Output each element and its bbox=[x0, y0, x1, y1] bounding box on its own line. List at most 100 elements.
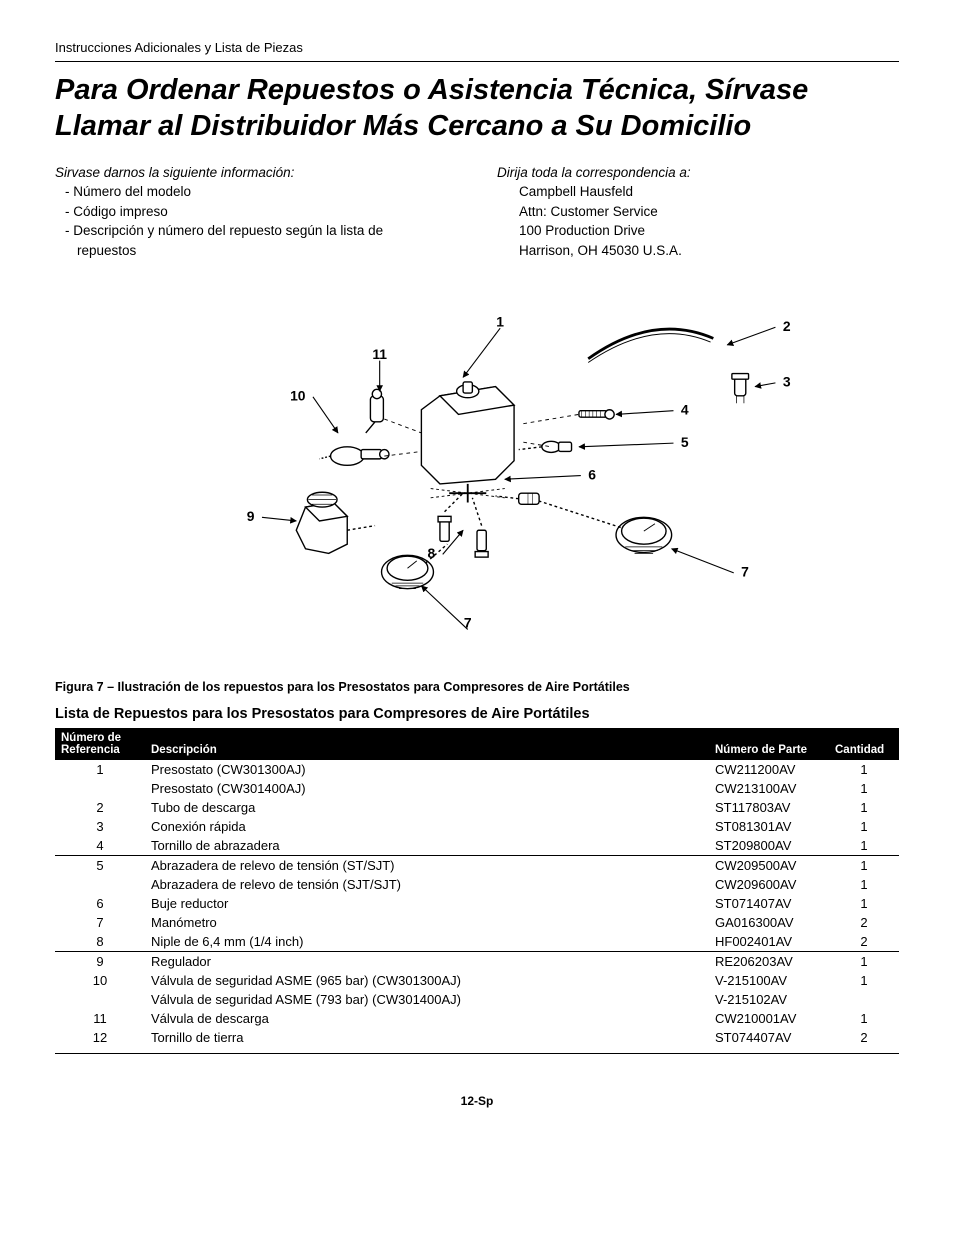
cell-qty: 1 bbox=[829, 798, 899, 817]
svg-text:2: 2 bbox=[783, 318, 791, 334]
left-item: Código impreso bbox=[77, 202, 457, 222]
parts-table-body: 1Presostato (CW301300AJ)CW211200AV1Preso… bbox=[55, 760, 899, 1047]
svg-text:7: 7 bbox=[464, 615, 472, 631]
cell-desc: Conexión rápida bbox=[145, 817, 709, 836]
table-row: 7ManómetroGA016300AV2 bbox=[55, 913, 899, 932]
header-section: Instrucciones Adicionales y Lista de Pie… bbox=[55, 40, 899, 55]
table-row: 6Buje reductorST071407AV1 bbox=[55, 894, 899, 913]
cell-desc: Abrazadera de relevo de tensión (SJT/SJT… bbox=[145, 875, 709, 894]
info-col-left: Sirvase darnos la siguiente información:… bbox=[55, 163, 457, 261]
table-row: Presostato (CW301400AJ)CW213100AV1 bbox=[55, 779, 899, 798]
cell-qty: 1 bbox=[829, 894, 899, 913]
cell-ref: 6 bbox=[55, 894, 145, 913]
table-bottom-rule bbox=[55, 1053, 899, 1054]
cell-ref: 5 bbox=[55, 856, 145, 876]
table-row: 12Tornillo de tierraST074407AV2 bbox=[55, 1028, 899, 1047]
cell-desc: Regulador bbox=[145, 952, 709, 972]
table-row: 4Tornillo de abrazaderaST209800AV1 bbox=[55, 836, 899, 856]
addr-line: Attn: Customer Service bbox=[519, 202, 899, 222]
cell-ref bbox=[55, 875, 145, 894]
svg-text:3: 3 bbox=[783, 374, 791, 390]
svg-text:5: 5 bbox=[681, 434, 689, 450]
cell-part: RE206203AV bbox=[709, 952, 829, 972]
parts-table: Número de Referencia Descripción Número … bbox=[55, 728, 899, 1047]
addr-line: Harrison, OH 45030 U.S.A. bbox=[519, 241, 899, 261]
cell-qty: 1 bbox=[829, 971, 899, 990]
cell-desc: Presostato (CW301400AJ) bbox=[145, 779, 709, 798]
cell-ref: 4 bbox=[55, 836, 145, 856]
cell-desc: Abrazadera de relevo de tensión (ST/SJT) bbox=[145, 856, 709, 876]
left-item: Descripción y número del repuesto según … bbox=[77, 221, 457, 260]
parts-table-head: Número de Referencia Descripción Número … bbox=[55, 728, 899, 760]
address-block: Campbell Hausfeld Attn: Customer Service… bbox=[497, 182, 899, 260]
cell-qty: 1 bbox=[829, 817, 899, 836]
cell-qty: 2 bbox=[829, 1028, 899, 1047]
cell-ref: 12 bbox=[55, 1028, 145, 1047]
svg-text:9: 9 bbox=[247, 508, 255, 524]
svg-text:8: 8 bbox=[428, 545, 436, 561]
table-row: Abrazadera de relevo de tensión (SJT/SJT… bbox=[55, 875, 899, 894]
cell-desc: Manómetro bbox=[145, 913, 709, 932]
header-rule bbox=[55, 61, 899, 62]
cell-ref: 8 bbox=[55, 932, 145, 952]
table-row: 5Abrazadera de relevo de tensión (ST/SJT… bbox=[55, 856, 899, 876]
cell-ref bbox=[55, 779, 145, 798]
cell-desc: Tornillo de tierra bbox=[145, 1028, 709, 1047]
th-ref: Número de Referencia bbox=[55, 728, 145, 760]
cell-part: HF002401AV bbox=[709, 932, 829, 952]
cell-ref: 11 bbox=[55, 1009, 145, 1028]
cell-ref: 10 bbox=[55, 971, 145, 990]
th-desc: Descripción bbox=[145, 728, 709, 760]
cell-part: ST081301AV bbox=[709, 817, 829, 836]
info-row: Sirvase darnos la siguiente información:… bbox=[55, 163, 899, 261]
table-row: 3Conexión rápidaST081301AV1 bbox=[55, 817, 899, 836]
cell-qty: 1 bbox=[829, 836, 899, 856]
cell-desc: Tubo de descarga bbox=[145, 798, 709, 817]
addr-line: 100 Production Drive bbox=[519, 221, 899, 241]
table-row: Válvula de seguridad ASME (793 bar) (CW3… bbox=[55, 990, 899, 1009]
cell-part: V-215100AV bbox=[709, 971, 829, 990]
table-row: 1Presostato (CW301300AJ)CW211200AV1 bbox=[55, 760, 899, 779]
cell-qty: 1 bbox=[829, 875, 899, 894]
cell-qty bbox=[829, 990, 899, 1009]
cell-ref: 1 bbox=[55, 760, 145, 779]
svg-text:6: 6 bbox=[588, 467, 596, 483]
left-list: Número del modelo Código impreso Descrip… bbox=[55, 182, 457, 260]
cell-ref bbox=[55, 990, 145, 1009]
svg-text:4: 4 bbox=[681, 402, 689, 418]
figure-caption: Figura 7 – Ilustración de los repuestos … bbox=[55, 680, 899, 694]
diagram-svg: 1 2 3 4 5 6 7 7 8 9 10 11 bbox=[97, 290, 857, 650]
cell-part: CW209600AV bbox=[709, 875, 829, 894]
cell-ref: 3 bbox=[55, 817, 145, 836]
cell-part: CW209500AV bbox=[709, 856, 829, 876]
info-col-right: Dirija toda la correspondencia a: Campbe… bbox=[497, 163, 899, 261]
cell-part: ST209800AV bbox=[709, 836, 829, 856]
cell-ref: 9 bbox=[55, 952, 145, 972]
cell-desc: Tornillo de abrazadera bbox=[145, 836, 709, 856]
cell-qty: 1 bbox=[829, 952, 899, 972]
addr-line: Campbell Hausfeld bbox=[519, 182, 899, 202]
cell-part: CW213100AV bbox=[709, 779, 829, 798]
cell-desc: Presostato (CW301300AJ) bbox=[145, 760, 709, 779]
cell-qty: 1 bbox=[829, 779, 899, 798]
cell-part: ST074407AV bbox=[709, 1028, 829, 1047]
cell-part: ST071407AV bbox=[709, 894, 829, 913]
page-number: 12-Sp bbox=[55, 1094, 899, 1108]
table-row: 2Tubo de descargaST117803AV1 bbox=[55, 798, 899, 817]
cell-desc: Niple de 6,4 mm (1/4 inch) bbox=[145, 932, 709, 952]
cell-qty: 1 bbox=[829, 760, 899, 779]
cell-qty: 2 bbox=[829, 932, 899, 952]
cell-part: CW211200AV bbox=[709, 760, 829, 779]
svg-text:7: 7 bbox=[741, 564, 749, 580]
cell-desc: Válvula de descarga bbox=[145, 1009, 709, 1028]
cell-desc: Buje reductor bbox=[145, 894, 709, 913]
cell-ref: 2 bbox=[55, 798, 145, 817]
svg-text:1: 1 bbox=[496, 314, 504, 330]
table-title: Lista de Repuestos para los Presostatos … bbox=[55, 706, 899, 722]
right-heading: Dirija toda la correspondencia a: bbox=[497, 163, 899, 183]
table-row: 11Válvula de descargaCW210001AV1 bbox=[55, 1009, 899, 1028]
svg-text:10: 10 bbox=[290, 388, 306, 404]
cell-part: V-215102AV bbox=[709, 990, 829, 1009]
table-row: 9ReguladorRE206203AV1 bbox=[55, 952, 899, 972]
svg-text:11: 11 bbox=[372, 346, 387, 362]
